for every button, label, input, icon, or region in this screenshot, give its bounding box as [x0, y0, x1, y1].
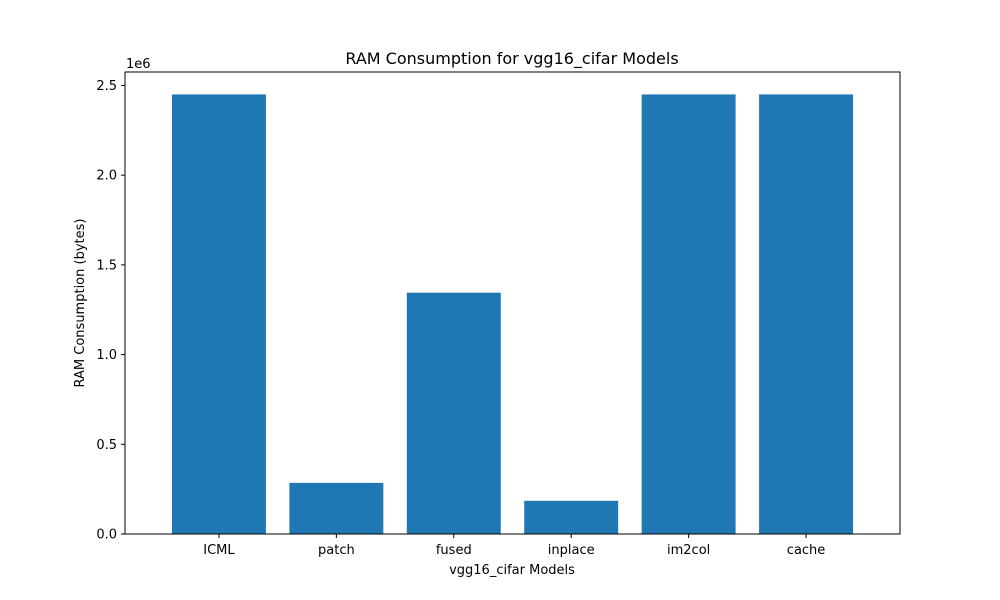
x-tick-label: cache	[787, 543, 826, 558]
bar-inplace	[524, 500, 619, 534]
x-axis-title: vgg16_cifar Models	[449, 563, 575, 578]
x-tick-label: inplace	[548, 543, 595, 558]
y-axis-ticks: 0.0 0.5 1.0 1.5 2.0 2.5	[96, 79, 125, 543]
y-tick-label: 1.0	[96, 348, 117, 363]
y-tick-label: 0.5	[96, 438, 117, 453]
y-offset-label: 1e6	[126, 57, 151, 72]
y-tick-label: 1.5	[96, 258, 117, 273]
y-tick-label: 2.0	[96, 169, 117, 184]
bar-fused	[406, 292, 501, 534]
chart-title: RAM Consumption for vgg16_cifar Models	[345, 49, 678, 69]
y-tick-label: 0.0	[96, 528, 117, 543]
x-tick-label: fused	[436, 543, 472, 558]
bars-group	[171, 94, 854, 534]
x-axis-ticks: ICML patch fused inplace im2col cache	[203, 534, 825, 558]
bar-ICML	[171, 94, 266, 534]
y-axis-title: RAM Consumption (bytes)	[73, 219, 88, 388]
bar-cache	[759, 94, 854, 534]
bar-im2col	[641, 94, 736, 534]
x-tick-label: patch	[318, 543, 355, 558]
y-tick-label: 2.5	[96, 79, 117, 94]
plot-frame	[124, 71, 901, 535]
x-tick-label: ICML	[203, 543, 235, 558]
bar-patch	[289, 482, 384, 534]
x-tick-label: im2col	[667, 543, 710, 558]
